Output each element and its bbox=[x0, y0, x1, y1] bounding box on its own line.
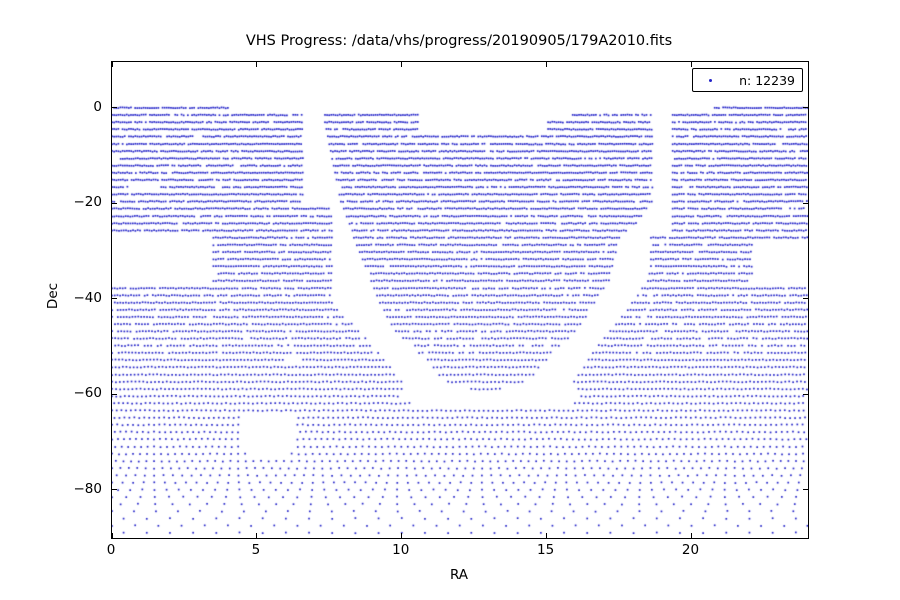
tick-mark bbox=[401, 533, 403, 538]
tick-mark bbox=[691, 533, 693, 538]
tick-mark bbox=[691, 62, 693, 67]
tick-mark bbox=[112, 489, 117, 491]
x-tick-label: 0 bbox=[106, 542, 116, 558]
plot-area: n: 12239 bbox=[111, 61, 809, 539]
legend-count-label: n: 12239 bbox=[739, 72, 795, 88]
tick-mark bbox=[803, 298, 808, 300]
tick-mark bbox=[401, 62, 403, 67]
tick-mark bbox=[112, 202, 117, 204]
tick-mark bbox=[803, 107, 808, 109]
tick-mark bbox=[803, 202, 808, 204]
y-axis-label: Dec bbox=[45, 282, 62, 310]
tick-mark bbox=[256, 533, 258, 538]
tick-mark bbox=[256, 62, 258, 67]
y-tick-label: −40 bbox=[73, 289, 103, 306]
y-tick-label: −80 bbox=[73, 480, 103, 497]
x-tick-label: 5 bbox=[251, 542, 261, 558]
tick-mark bbox=[803, 489, 808, 491]
x-tick-label: 20 bbox=[681, 542, 700, 558]
tick-mark bbox=[111, 533, 113, 538]
x-tick-label: 10 bbox=[392, 542, 410, 558]
x-tick-label: 15 bbox=[537, 542, 555, 558]
tick-mark bbox=[112, 298, 117, 300]
y-tick-label: −20 bbox=[73, 194, 103, 211]
x-axis-label: RA bbox=[449, 567, 469, 583]
chart-title: VHS Progress: /data/vhs/progress/2019090… bbox=[245, 33, 673, 49]
legend-marker-dot bbox=[709, 78, 712, 82]
y-tick-label: −60 bbox=[73, 385, 103, 402]
tick-mark bbox=[803, 393, 808, 395]
tick-mark bbox=[546, 533, 548, 538]
scatter-points-canvas bbox=[112, 62, 808, 538]
tick-mark bbox=[112, 393, 117, 395]
legend-box: n: 12239 bbox=[692, 68, 803, 92]
tick-mark bbox=[111, 62, 113, 67]
tick-mark bbox=[112, 107, 117, 109]
y-tick-label: 0 bbox=[93, 98, 102, 115]
tick-mark bbox=[546, 62, 548, 67]
